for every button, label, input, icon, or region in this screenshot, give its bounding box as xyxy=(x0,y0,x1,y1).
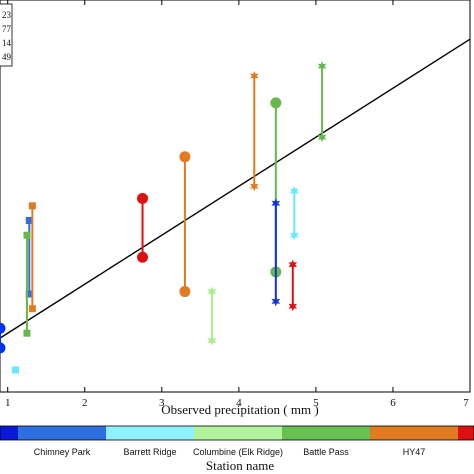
tick-marks xyxy=(7,0,471,392)
range-point-square xyxy=(28,202,36,210)
range-point-circle xyxy=(137,251,149,263)
range-point-circle xyxy=(0,342,6,354)
range-point-star xyxy=(249,181,259,192)
range-point-star xyxy=(207,335,217,346)
colorbar-border xyxy=(0,425,474,441)
colorbar xyxy=(0,425,474,441)
range-point-circle xyxy=(0,322,6,334)
range-bar xyxy=(290,186,299,241)
range-point-square xyxy=(11,366,19,374)
range-point-circle xyxy=(179,286,191,298)
range-bar xyxy=(0,322,6,354)
range-bar xyxy=(179,151,191,298)
colorbar-segment xyxy=(18,426,106,440)
range-bar xyxy=(271,198,281,307)
range-point-star xyxy=(207,286,217,297)
x-tick-label: 6 xyxy=(390,397,396,409)
range-bar xyxy=(207,286,217,346)
x-tick-label: 7 xyxy=(463,397,469,409)
range-point-circle xyxy=(270,97,282,109)
range-point-square xyxy=(28,305,36,313)
plot-area xyxy=(0,0,471,393)
range-point-star xyxy=(317,61,327,72)
x-tick-label: 1 xyxy=(5,397,11,409)
colorbar-segment xyxy=(194,426,282,440)
x-tick-label: 3 xyxy=(159,397,165,409)
x-axis-label: Observed precipitation ( mm ) xyxy=(161,402,318,417)
x-tick-label: 5 xyxy=(313,397,319,409)
x-tick-label: 4 xyxy=(236,397,242,409)
colorbar-segment xyxy=(0,426,18,440)
range-point-star xyxy=(271,296,281,307)
colorbar-segment xyxy=(458,426,474,440)
range-point-square xyxy=(23,231,31,239)
range-point-star xyxy=(290,186,299,197)
range-bar xyxy=(288,259,298,312)
colorbar-segment xyxy=(370,426,458,440)
range-point-star xyxy=(249,70,259,81)
one-to-one-line xyxy=(0,38,471,339)
range-bar xyxy=(23,231,31,337)
legend-entry-1: 23 xyxy=(2,10,12,20)
range-point-circle xyxy=(137,192,149,204)
range-bar xyxy=(249,70,259,192)
range-series xyxy=(0,61,327,374)
range-point-square xyxy=(23,329,31,337)
colorbar-label: Battle Pass xyxy=(303,447,349,457)
colorbar-labels: Chimney Park Barrett Ridge Columbine (Elk … xyxy=(34,447,426,457)
range-point-star xyxy=(288,259,298,270)
range-point-star xyxy=(288,301,298,312)
colorbar-label: Chimney Park xyxy=(34,447,91,457)
range-bar xyxy=(317,61,327,143)
range-point-star xyxy=(317,132,327,143)
colorbar-label: Columbine (Elk Ridge) xyxy=(193,447,283,457)
legend-entry-2: 77 xyxy=(2,24,12,34)
legend-box: 23 77 14 49 xyxy=(0,3,13,67)
colorbar-segment xyxy=(106,426,194,440)
x-tick-labels: 1 2 3 4 5 6 7 xyxy=(5,397,469,409)
range-point-star xyxy=(271,198,281,209)
legend-entry-4: 49 xyxy=(2,52,12,62)
colorbar-segment xyxy=(282,426,370,440)
colorbar-label: Barrett Ridge xyxy=(123,447,176,457)
range-bar xyxy=(28,202,36,313)
colorbar-title: Station name xyxy=(206,458,274,473)
legend-entry-3: 14 xyxy=(2,38,12,48)
range-point-square xyxy=(25,217,33,224)
x-tick-label: 2 xyxy=(82,397,88,409)
range-point-star xyxy=(290,230,299,241)
range-point-circle xyxy=(179,151,191,163)
range-bar xyxy=(11,366,19,374)
range-bar xyxy=(137,192,149,263)
colorbar-label: HY47 xyxy=(403,447,426,457)
range-point-square xyxy=(25,290,33,298)
